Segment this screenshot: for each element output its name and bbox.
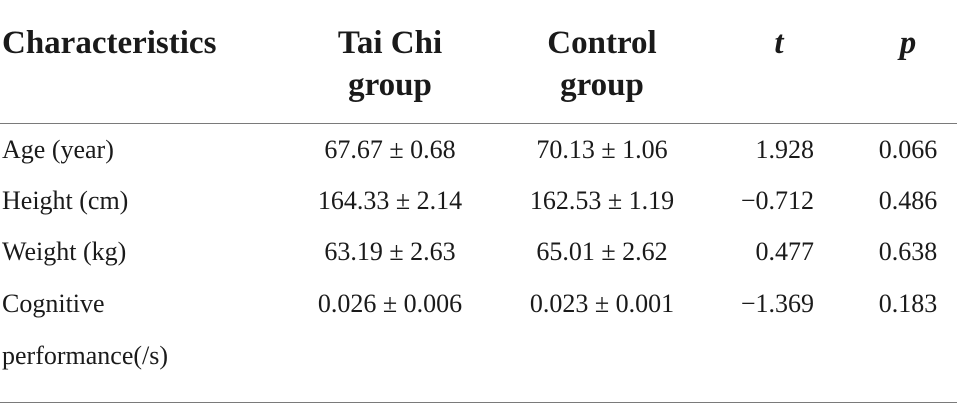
header-characteristics: Characteristics [2, 25, 217, 61]
cell-taichi-cognitive: 0.026 ± 0.006 [317, 289, 463, 318]
cell-taichi-age: 67.67 ± 0.68 [324, 135, 456, 164]
row-label-age: Age (year) [2, 135, 114, 164]
row-label-height: Height (cm) [2, 186, 129, 215]
row-label-cognitive-line2: performance(/s) [2, 341, 169, 370]
cell-p-age: 0.066 [878, 135, 938, 164]
cell-t-weight: 0.477 [755, 237, 815, 266]
cell-control-height: 162.53 ± 1.19 [529, 186, 675, 215]
header-taichi-line2: group [348, 67, 432, 103]
cell-t-height: −0.712 [740, 186, 814, 215]
cell-p-weight: 0.638 [878, 237, 938, 266]
header-control-line1: Control [547, 25, 657, 61]
header-control-line2: group [560, 67, 644, 103]
header-p: p [899, 25, 917, 61]
cell-t-age: 1.928 [755, 135, 815, 164]
cell-control-cognitive: 0.023 ± 0.001 [529, 289, 675, 318]
header-taichi-line1: Tai Chi [337, 25, 443, 61]
table-bottom-rule [0, 402, 957, 403]
cell-p-height: 0.486 [878, 186, 938, 215]
cell-t-cognitive: −1.369 [740, 289, 814, 318]
row-label-weight: Weight (kg) [2, 237, 127, 266]
header-t: t [774, 25, 784, 61]
header-control-group: Control group [512, 22, 692, 106]
cell-taichi-weight: 63.19 ± 2.63 [324, 237, 456, 266]
cell-taichi-height: 164.33 ± 2.14 [317, 186, 463, 215]
row-label-cognitive: Cognitive [2, 289, 105, 318]
cell-control-age: 70.13 ± 1.06 [536, 135, 668, 164]
header-divider [0, 123, 957, 124]
cell-p-cognitive: 0.183 [878, 289, 938, 318]
cell-control-weight: 65.01 ± 2.62 [536, 237, 668, 266]
header-taichi-group: Tai Chi group [300, 22, 480, 106]
